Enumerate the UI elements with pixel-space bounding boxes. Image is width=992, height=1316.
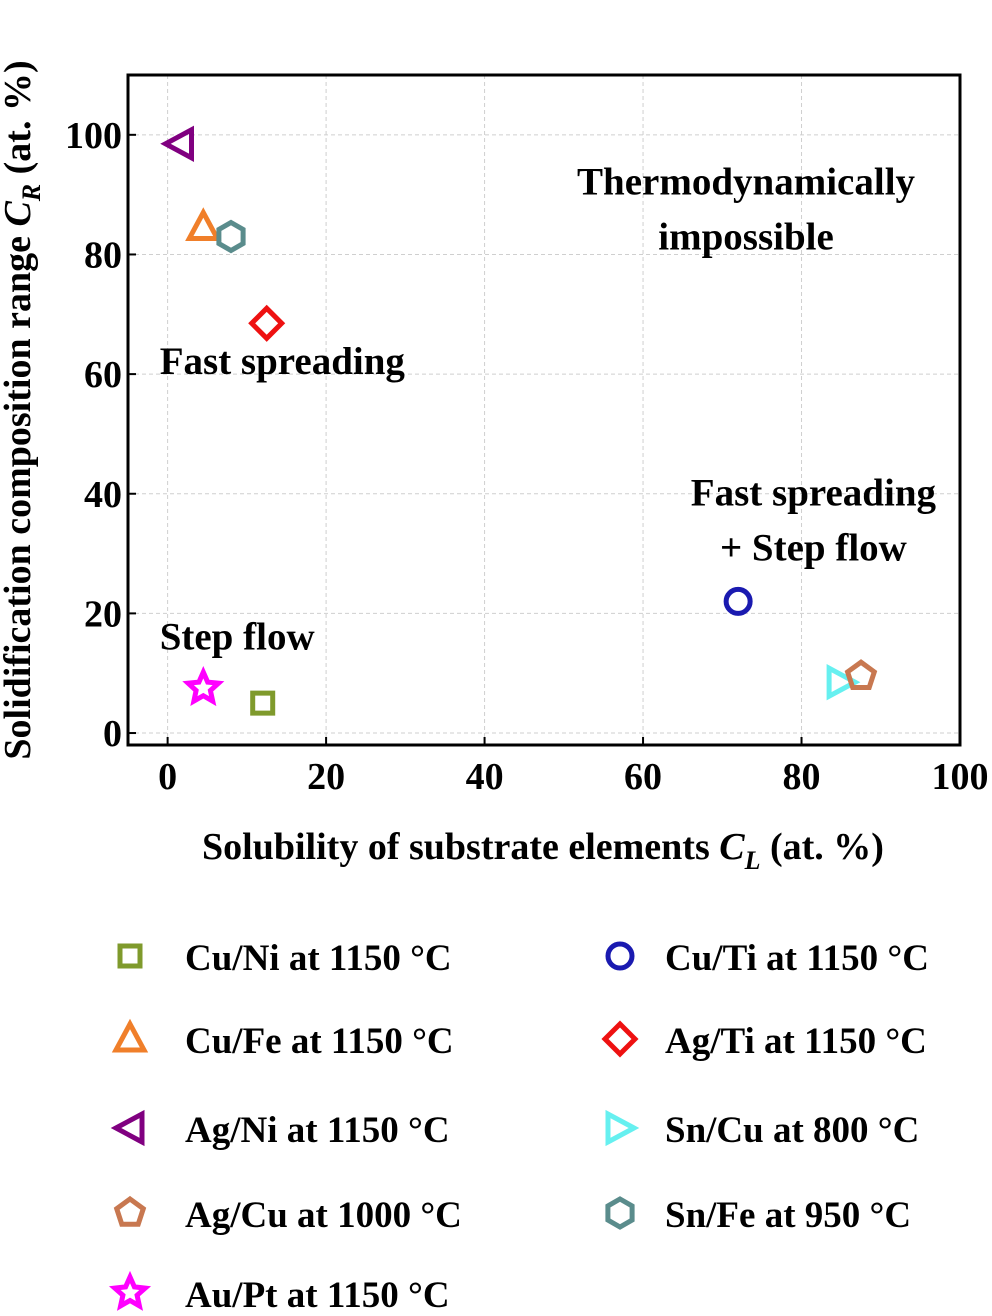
legend-item: Ag/Ni at 1150 °C: [110, 1109, 450, 1151]
x-tick-label: 20: [307, 756, 345, 798]
x-axis-label-unit: (at. %): [770, 826, 884, 868]
legend-item: Ag/Ti at 1150 °C: [601, 1020, 927, 1062]
annotations: Thermodynamically impossible Fast spreadin…: [160, 161, 937, 659]
y-axis-label-main: Solidification composition range: [0, 236, 39, 760]
x-axis-label-var: C: [719, 826, 745, 868]
data-point: [185, 207, 222, 241]
legend-marker: [605, 1109, 640, 1147]
data-point: [216, 219, 246, 254]
x-axis-label: Solubility of substrate elements CL (at.…: [202, 826, 884, 875]
x-tick-label: 80: [783, 756, 821, 798]
legend-marker: [605, 1196, 635, 1230]
y-tick-label: 60: [84, 354, 122, 396]
legend-label: Cu/Ni at 1150 °C: [185, 938, 452, 979]
y-axis-label-sub: R: [17, 184, 46, 202]
y-axis-label-var: C: [0, 201, 39, 227]
legend-item: Cu/Fe at 1150 °C: [111, 1018, 454, 1062]
y-axis-label-unit: (at. %): [0, 60, 39, 174]
legend-label: Sn/Cu at 800 °C: [665, 1110, 919, 1151]
legend-label: Cu/Ti at 1150 °C: [665, 938, 929, 979]
axis-ticks: 0 20 40 60 80 100 0 20 40 60 80 100: [65, 115, 989, 798]
region-annotation: Fast spreading: [160, 340, 406, 383]
data-point: [723, 586, 753, 616]
data-point: [844, 659, 878, 690]
legend-marker: [113, 1195, 147, 1227]
legend: Cu/Ni at 1150 °C Cu/Ti at 1150 °C Cu/Fe at…: [108, 938, 929, 1316]
data-point: [182, 666, 225, 707]
x-tick-label: 100: [932, 756, 989, 798]
legend-marker: [111, 1018, 149, 1053]
x-tick-label: 40: [466, 756, 504, 798]
legend-marker: [601, 1020, 639, 1058]
region-annotation: Fast spreading + Step flow: [691, 472, 937, 570]
legend-label: Sn/Fe at 950 °C: [665, 1195, 911, 1236]
legend-label: Ag/Ti at 1150 °C: [665, 1021, 927, 1062]
data-point: [250, 690, 276, 716]
x-tick-label: 60: [624, 756, 662, 798]
y-axis-label: Solidification composition range CR (at.…: [0, 60, 46, 759]
y-tick-label: 20: [84, 593, 122, 635]
legend-item: Sn/Fe at 950 °C: [605, 1195, 911, 1236]
legend-label: Cu/Fe at 1150 °C: [185, 1021, 454, 1062]
legend-item: Cu/Ti at 1150 °C: [605, 938, 929, 979]
y-tick-label: 80: [84, 234, 122, 276]
x-tick-label: 0: [158, 756, 177, 798]
legend-item: Sn/Cu at 800 °C: [605, 1109, 919, 1151]
grid-lines: [128, 75, 961, 745]
x-axis-label-sub: L: [744, 846, 761, 875]
legend-item: Ag/Cu at 1000 °C: [113, 1195, 462, 1236]
region-annotation: Step flow: [160, 615, 315, 658]
data-point: [160, 125, 194, 162]
legend-label: Ag/Ni at 1150 °C: [185, 1110, 450, 1151]
x-axis-label-main: Solubility of substrate elements: [202, 826, 710, 868]
legend-marker: [108, 1270, 152, 1311]
legend-label: Ag/Cu at 1000 °C: [185, 1195, 462, 1236]
legend-marker: [110, 1109, 145, 1147]
data-markers: [160, 125, 878, 716]
y-tick-label: 40: [84, 474, 122, 516]
legend-item: Cu/Ni at 1150 °C: [117, 938, 452, 979]
data-point: [826, 664, 861, 701]
region-annotation: Thermodynamically impossible: [577, 161, 915, 259]
plot-frame: [126, 73, 962, 747]
legend-marker: [117, 943, 143, 969]
legend-item: Au/Pt at 1150 °C: [108, 1270, 450, 1316]
y-tick-label: 0: [103, 713, 122, 755]
data-point: [248, 304, 286, 342]
y-tick-label: 100: [65, 115, 122, 157]
legend-label: Au/Pt at 1150 °C: [185, 1275, 450, 1316]
legend-marker: [605, 941, 635, 971]
